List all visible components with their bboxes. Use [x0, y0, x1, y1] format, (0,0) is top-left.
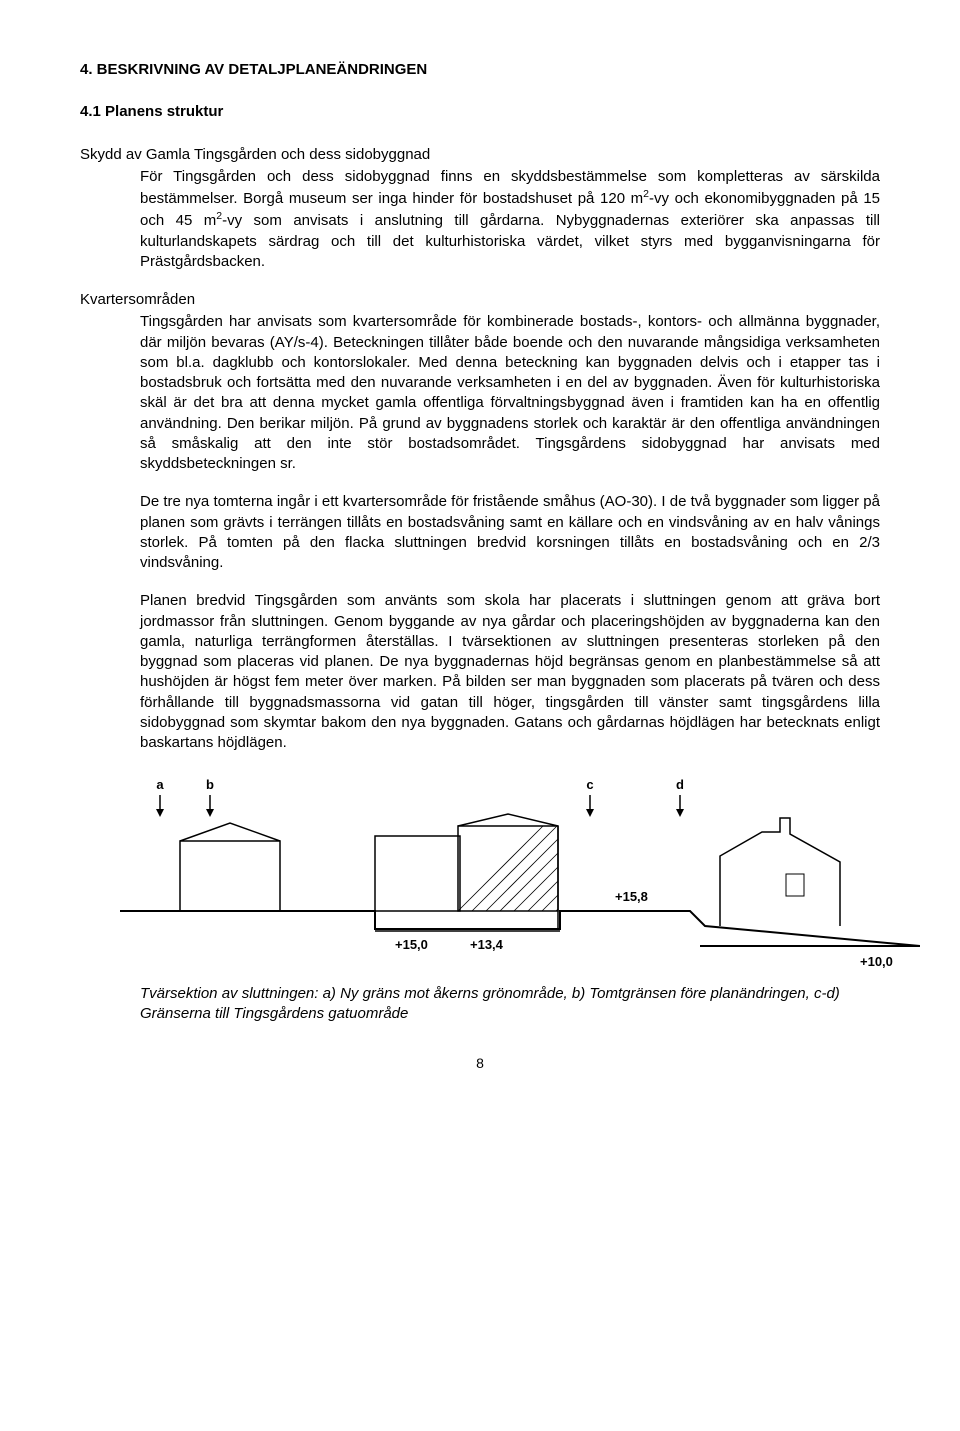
svg-text:c: c: [586, 777, 593, 792]
para-block-2: Tingsgården har anvisats som kvartersomr…: [140, 312, 880, 753]
svg-text:+15,0: +15,0: [395, 937, 428, 952]
paragraph: För Tingsgården och dess sidobyggnad fin…: [140, 167, 880, 272]
svg-text:a: a: [156, 777, 164, 792]
section-heading: 4. BESKRIVNING AV DETALJPLANEÄNDRINGEN: [80, 60, 880, 80]
paragraph: Tingsgården har anvisats som kvartersomr…: [140, 312, 880, 474]
svg-text:+15,8: +15,8: [615, 889, 648, 904]
diagram-svg: a b c d +15,0 +13,4 +15,8 +10,0: [120, 771, 920, 971]
svg-text:+10,0: +10,0: [860, 954, 893, 969]
figure-caption: Tvärsektion av sluttningen: a) Ny gräns …: [140, 984, 880, 1025]
svg-text:d: d: [676, 777, 684, 792]
svg-text:b: b: [206, 777, 214, 792]
para-block-1: För Tingsgården och dess sidobyggnad fin…: [140, 167, 880, 272]
para-label-2: Kvartersområden: [80, 290, 880, 310]
text: -vy som anvisats i anslutning till gårda…: [140, 212, 880, 270]
svg-text:+13,4: +13,4: [470, 937, 504, 952]
page-number: 8: [80, 1054, 880, 1073]
cross-section-diagram: abcd+15,0+13,4+15,8+10,0: [120, 771, 880, 977]
paragraph: Planen bredvid Tingsgården som använts s…: [140, 591, 880, 753]
subsection-heading: 4.1 Planens struktur: [80, 102, 880, 122]
paragraph: De tre nya tomterna ingår i ett kvarters…: [140, 492, 880, 573]
para-label-1: Skydd av Gamla Tingsgården och dess sido…: [80, 145, 880, 165]
